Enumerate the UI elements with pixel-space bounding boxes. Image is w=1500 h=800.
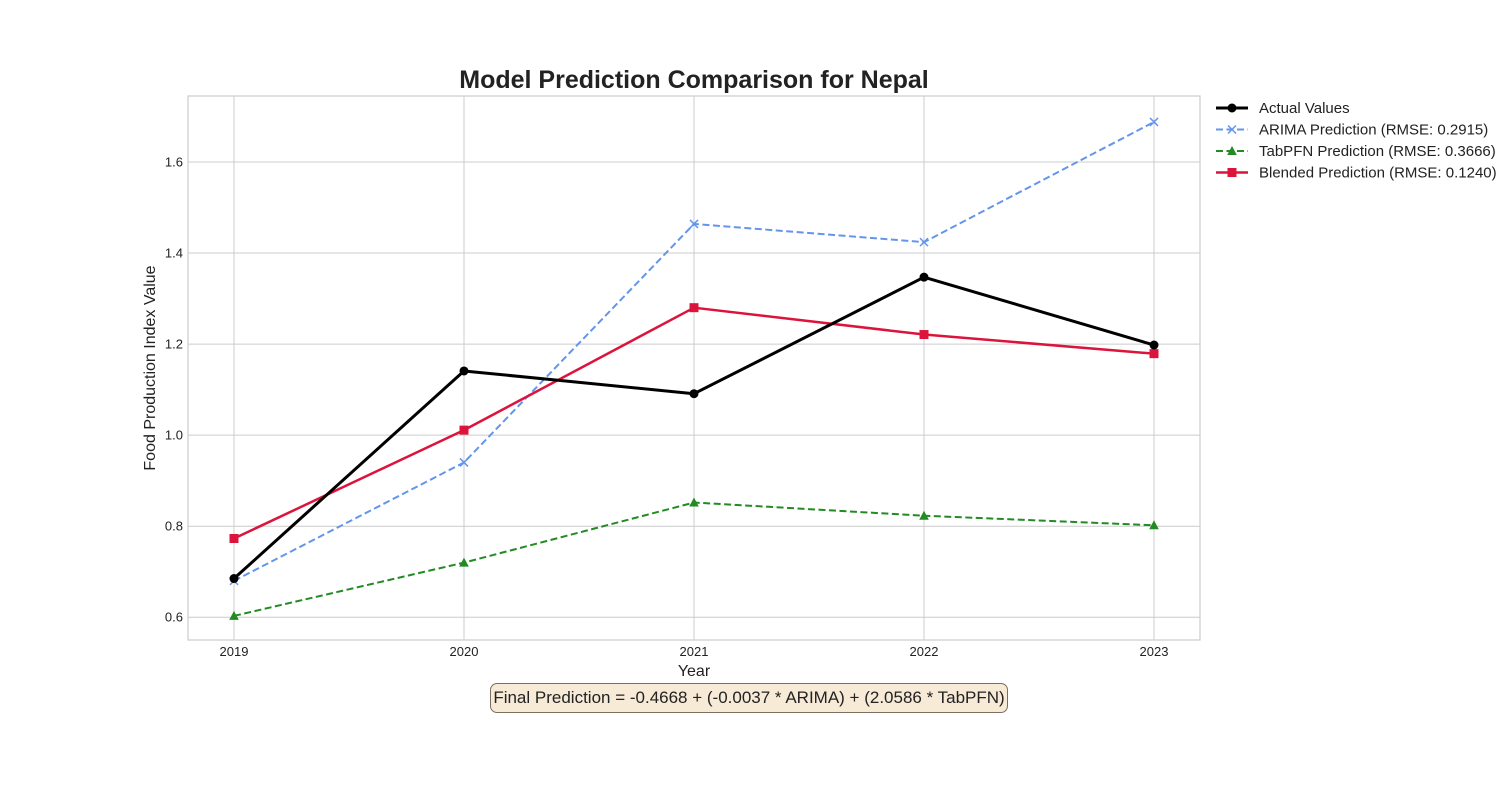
series-layer — [229, 117, 1159, 620]
x-tick-label: 2022 — [910, 644, 939, 659]
data-point — [459, 557, 469, 567]
data-point — [459, 425, 469, 435]
x-tick-label: 2021 — [680, 644, 709, 659]
data-point — [689, 497, 699, 507]
legend-entry: TabPFN Prediction (RMSE: 0.3666) — [1216, 143, 1496, 160]
y-axis-label: Food Production Index Value — [142, 265, 159, 470]
series-3 — [229, 303, 1159, 543]
legend-label: TabPFN Prediction (RMSE: 0.3666) — [1259, 143, 1496, 160]
legend-entry: Blended Prediction (RMSE: 0.1240) — [1216, 165, 1497, 182]
legend-label: Actual Values — [1259, 100, 1350, 117]
data-point — [459, 457, 469, 467]
y-tick-label: 1.6 — [165, 155, 183, 170]
data-point — [919, 330, 929, 340]
data-point — [919, 272, 929, 282]
data-point — [919, 237, 929, 247]
legend-marker — [1227, 146, 1237, 155]
chart-title: Model Prediction Comparison for Nepal — [459, 66, 929, 94]
x-axis-ticks: 2019 2020 2021 2022 2023 — [220, 644, 1169, 659]
plot-frame — [187, 95, 1201, 641]
x-tick-label: 2020 — [450, 644, 479, 659]
legend-label: ARIMA Prediction (RMSE: 0.2915) — [1259, 122, 1488, 139]
y-tick-label: 0.6 — [165, 610, 183, 625]
legend: Actual Values ARIMA Prediction (RMSE: 0.2… — [1216, 100, 1497, 182]
y-tick-label: 0.8 — [165, 519, 183, 534]
y-tick-label: 1.2 — [165, 337, 183, 352]
data-point — [1149, 349, 1159, 359]
data-point — [1149, 117, 1159, 127]
series-0 — [229, 272, 1159, 584]
legend-entry: Actual Values — [1216, 100, 1350, 117]
x-tick-label: 2019 — [220, 644, 249, 659]
legend-label: Blended Prediction (RMSE: 0.1240) — [1259, 165, 1497, 182]
data-point — [459, 366, 469, 376]
y-tick-label: 1.0 — [165, 428, 183, 443]
data-point — [229, 574, 239, 584]
legend-marker — [1227, 103, 1237, 113]
x-tick-label: 2023 — [1140, 644, 1169, 659]
formula-annotation: Final Prediction = -0.4668 + (-0.0037 * … — [490, 683, 1008, 713]
series-2 — [229, 497, 1159, 620]
data-point — [919, 510, 929, 520]
data-point — [1149, 520, 1159, 530]
data-point — [689, 303, 699, 313]
data-point — [1149, 340, 1159, 350]
legend-entry: ARIMA Prediction (RMSE: 0.2915) — [1216, 122, 1488, 139]
data-point — [689, 389, 699, 399]
y-tick-label: 1.4 — [165, 246, 183, 261]
data-point — [689, 219, 699, 229]
data-point — [229, 533, 239, 543]
data-point — [229, 610, 239, 620]
legend-marker — [1227, 168, 1237, 177]
legend-marker — [1227, 124, 1237, 135]
x-axis-label: Year — [678, 663, 711, 680]
y-axis-ticks: 0.6 0.8 1.0 1.2 1.4 1.6 — [165, 155, 183, 625]
